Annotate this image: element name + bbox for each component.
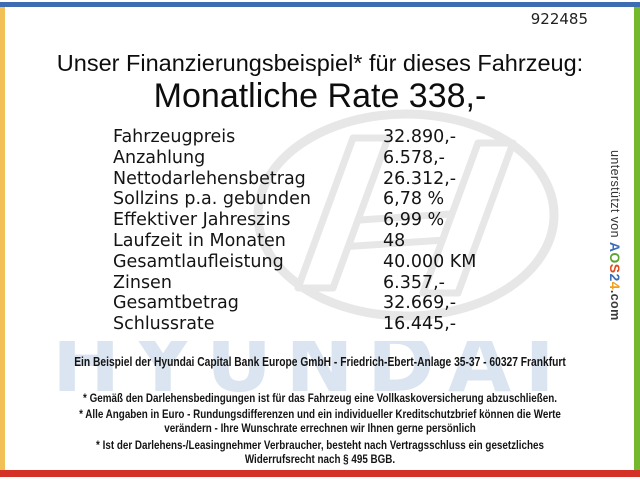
table-row: Effektiver Jahreszins 6,99 % [113,210,476,231]
top-blue-bar [0,2,640,7]
table-row: Gesamtbetrag 32.669,- [113,293,476,314]
side-credit-banner: unterstützt von AOS24.com [607,150,623,321]
footnote-euro-line1: * Alle Angaben in Euro - Rundungsdiffere… [79,407,561,421]
aos24-logo-letter: O [607,252,623,264]
row-label: Anzahlung [113,147,206,168]
row-label: Gesamtlaufleistung [113,251,284,272]
table-row: Nettodarlehensbetrag 26.312,- [113,169,476,190]
footnote-withdrawal-line1: * Ist der Darlehens-/Leasingnehmer Verbr… [96,438,544,452]
footnote-insurance: * Gemäß den Darlehensbedingungen ist für… [83,391,557,405]
row-value: 16.445,- [383,314,457,335]
bank-address-line: Ein Beispiel der Hyundai Capital Bank Eu… [74,355,566,369]
row-label: Gesamtbetrag [113,293,239,314]
page-title: Unser Finanzierungsbeispiel* für dieses … [56,50,584,76]
right-green-bar [634,7,640,470]
row-value: 6.578,- [383,147,445,168]
footnote-withdrawal-line2: Widerrufsrecht nach § 495 BGB. [244,452,396,466]
row-label: Nettodarlehensbetrag [113,168,306,189]
row-label: Zinsen [113,272,172,293]
row-label: Fahrzeugpreis [113,127,236,147]
row-value: 48 [383,230,406,251]
table-row: Fahrzeugpreis 32.890,- [113,127,476,148]
row-value: 26.312,- [383,168,457,189]
row-value: 40.000 KM [383,251,477,272]
left-yellow-bar [0,7,5,470]
row-label: Sollzins p.a. gebunden [113,189,312,210]
hyundai-logo-right-bar [419,139,517,297]
row-value: 32.890,- [383,127,457,147]
row-value: 6,78 % [383,189,445,210]
hyundai-logo-watermark [253,109,559,321]
row-label: Effektiver Jahreszins [113,210,291,231]
hyundai-wordmark-text: HYUNDAI [52,341,569,403]
table-row: Gesamtlaufleistung 40.000 KM [113,252,476,273]
aos24-logo-letter: 2 [607,273,623,282]
row-label: Laufzeit in Monaten [113,230,286,251]
row-value: 6.357,- [383,272,445,293]
hyundai-logo-left-bar [294,134,392,292]
table-row: Laufzeit in Monaten 48 [113,231,476,252]
row-value: 32.669,- [383,293,457,314]
side-credit-suffix: .com [608,289,622,321]
table-row: Anzahlung 6.578,- [113,148,476,169]
aos24-logo-letter: 4 [607,281,623,290]
hyundai-wordmark-watermark: HYUNDAI [52,341,600,403]
table-row: Sollzins p.a. gebunden 6,78 % [113,189,476,210]
table-row: Zinsen 6.357,- [113,273,476,294]
monthly-rate-headline: Monatliche Rate 338,- [153,77,487,115]
row-label: Schlussrate [113,314,215,335]
bottom-red-bar [0,470,640,477]
finance-table: Fahrzeugpreis 32.890,- Anzahlung 6.578,-… [113,127,476,335]
document-number: 922485 [530,10,588,28]
aos24-logo-letter: A [607,241,623,253]
side-credit-prefix: unterstützt von [608,150,622,242]
footnote-euro-line2: verändern - Ihre Wunschrate errechnen wi… [164,421,476,435]
table-row: Schlussrate 16.445,- [113,314,476,335]
row-value: 6,99 % [383,210,445,231]
hyundai-logo-ellipse [253,109,559,321]
aos24-logo-letter: S [607,263,623,274]
